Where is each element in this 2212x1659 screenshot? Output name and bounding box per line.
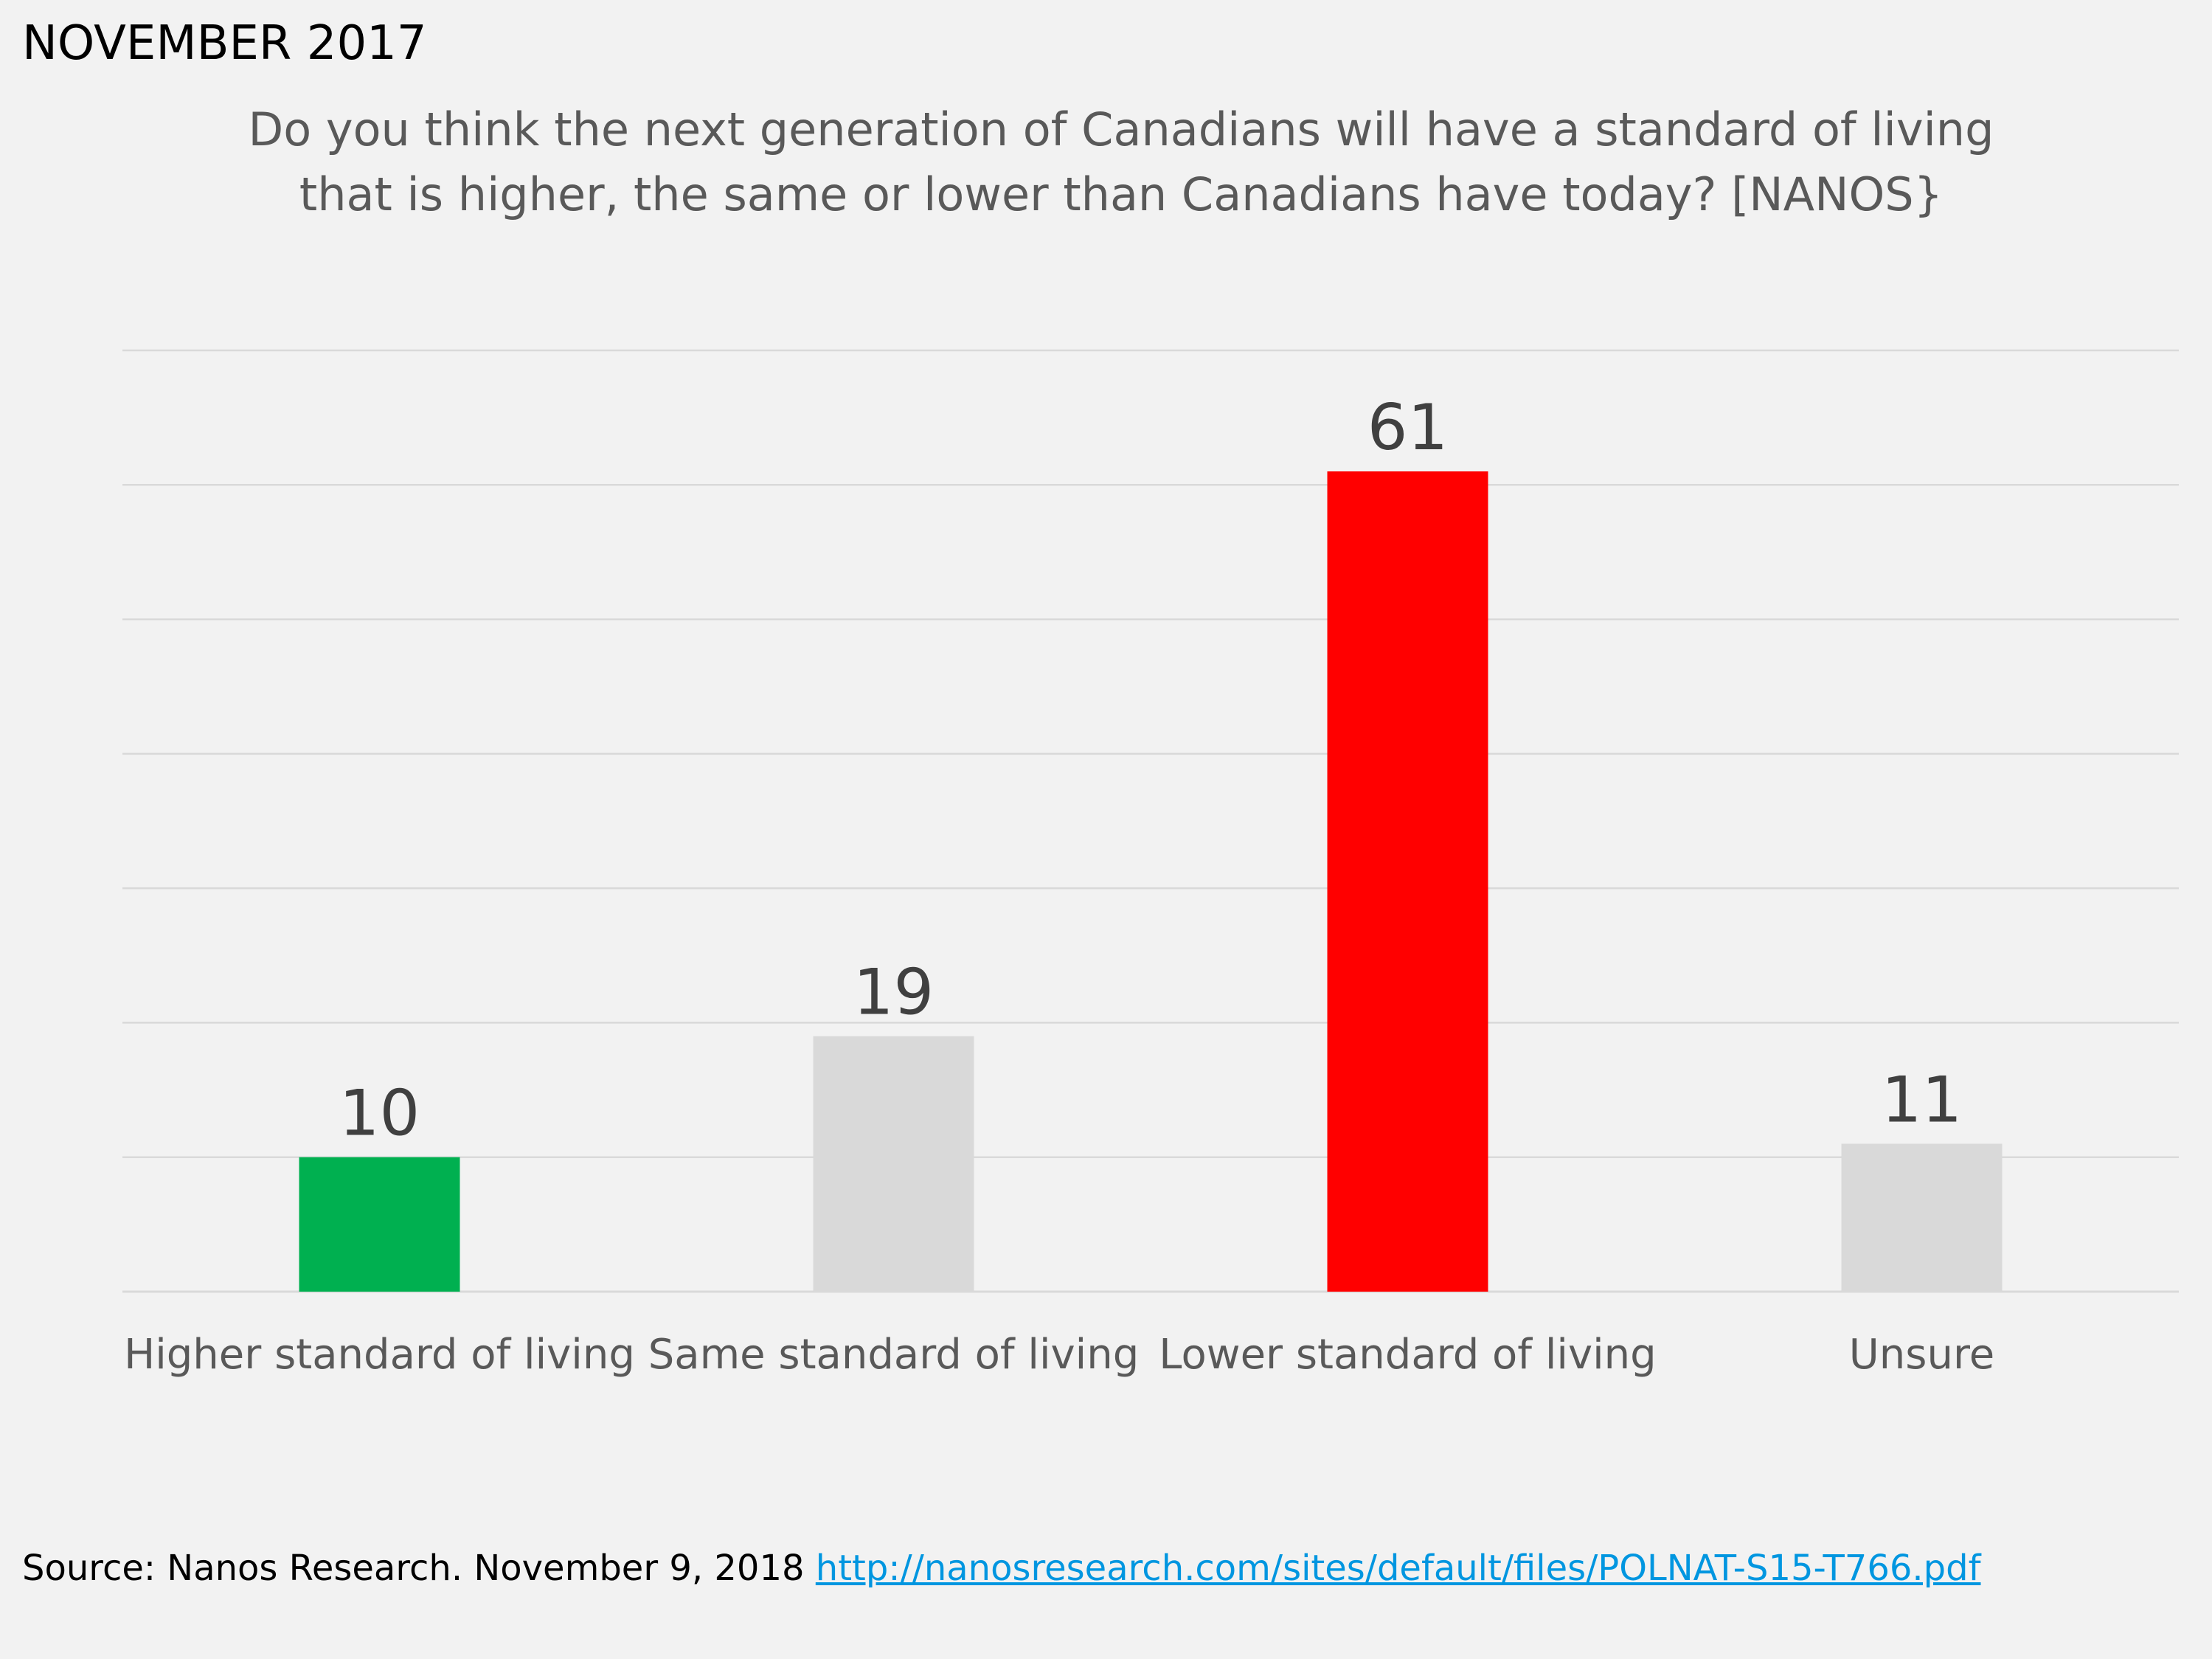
value-label: 10 bbox=[339, 1077, 420, 1151]
category-labels: Higher standard of living Same standard o… bbox=[124, 1331, 1994, 1379]
category-label: Unsure bbox=[1849, 1331, 1994, 1379]
date-label: NOVEMBER 2017 bbox=[22, 16, 427, 71]
bar bbox=[1327, 471, 1488, 1292]
value-label: 11 bbox=[1882, 1063, 1962, 1137]
value-label: 19 bbox=[853, 956, 934, 1030]
category-label: Higher standard of living bbox=[124, 1331, 635, 1379]
bars bbox=[299, 471, 2003, 1292]
bar bbox=[1841, 1143, 2003, 1292]
source-text: Source: Nanos Research. November 9, 2018 bbox=[22, 1548, 816, 1589]
gridlines bbox=[122, 349, 2179, 1293]
bar bbox=[299, 1157, 460, 1292]
chart-title-line-2: that is higher, the same or lower than C… bbox=[299, 167, 1944, 221]
category-label: Lower standard of living bbox=[1159, 1331, 1656, 1379]
bar bbox=[813, 1036, 974, 1292]
chart-title-line-1: Do you think the next generation of Cana… bbox=[248, 103, 1994, 156]
category-label: Same standard of living bbox=[648, 1331, 1140, 1379]
value-labels: 10 19 61 11 bbox=[339, 391, 1962, 1151]
source-line: Source: Nanos Research. November 9, 2018… bbox=[22, 1548, 1981, 1589]
source-link[interactable]: http://nanosresearch.com/sites/default/f… bbox=[815, 1548, 1981, 1589]
value-label: 61 bbox=[1367, 391, 1448, 465]
chart-title: Do you think the next generation of Cana… bbox=[148, 97, 2095, 227]
